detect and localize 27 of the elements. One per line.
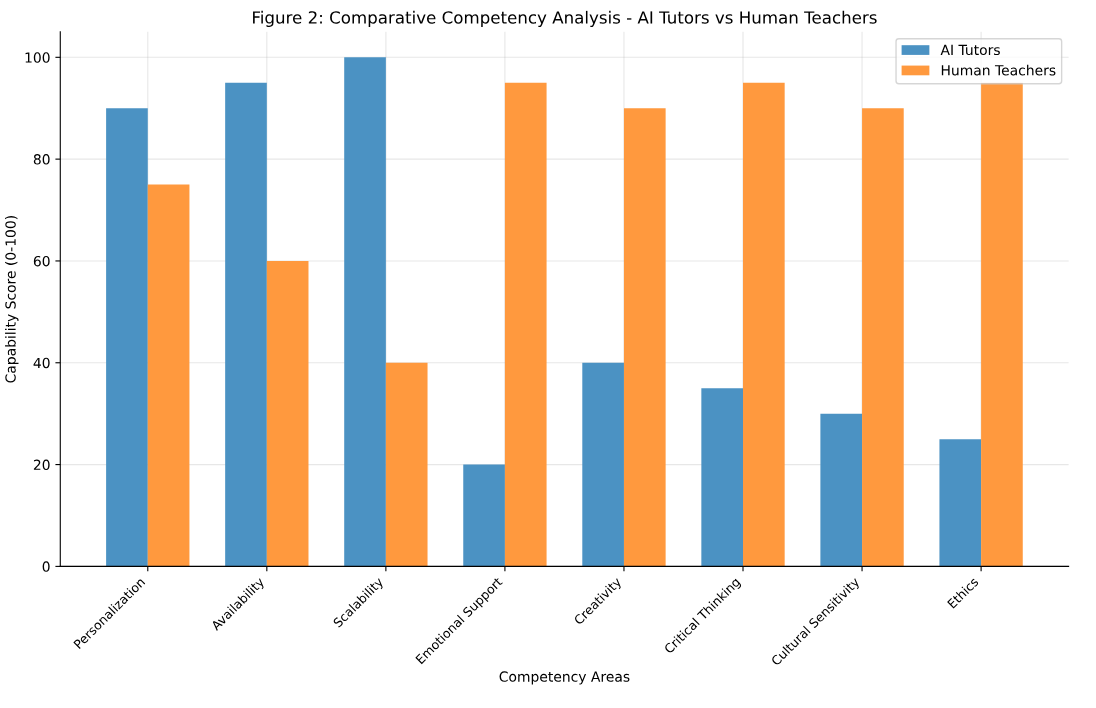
bar (147, 184, 190, 567)
y-tick-label: 80 (33, 154, 50, 165)
y-tick-label: 40 (33, 357, 50, 369)
bar (344, 57, 386, 567)
bar (582, 362, 624, 567)
bar (743, 82, 785, 567)
bar (981, 82, 1023, 567)
legend-label: AI Tutors (940, 44, 1000, 56)
bar (225, 82, 267, 567)
y-tick-label: 20 (33, 459, 50, 471)
bar (106, 108, 148, 567)
legend-label: Human Teachers (941, 64, 1056, 76)
bar (939, 439, 982, 567)
bar (862, 108, 904, 567)
y-tick-label: 60 (33, 255, 50, 267)
bar (266, 260, 309, 567)
bar (701, 388, 744, 567)
y-axis-title: Capability Score (0-100) (5, 216, 19, 383)
chart-title: Figure 2: Comparative Competency Analysis - AI Tutors vs Human Teachers (253, 10, 877, 27)
y-tick-label: 100 (25, 52, 50, 63)
bar (623, 108, 666, 567)
bar (463, 464, 505, 567)
bar (385, 362, 428, 567)
bar (820, 413, 863, 567)
x-axis-title: Competency Areas (499, 671, 630, 685)
y-tick-label: 0 (42, 561, 50, 572)
bar (504, 82, 547, 567)
